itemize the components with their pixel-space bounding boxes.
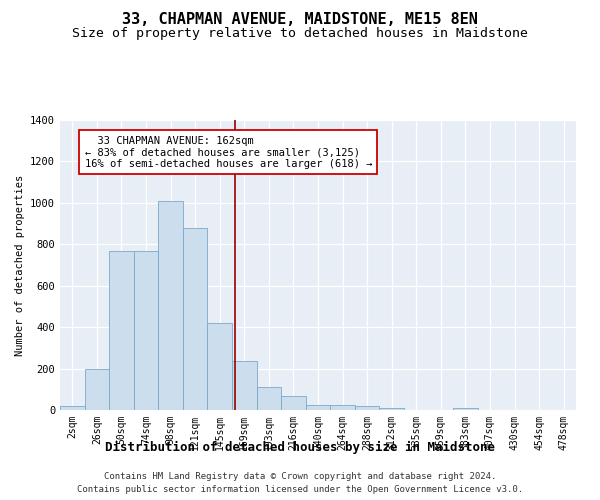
Bar [281,396,306,410]
Bar [208,323,232,410]
Bar [60,406,85,410]
Text: Contains public sector information licensed under the Open Government Licence v3: Contains public sector information licen… [77,484,523,494]
Bar [109,250,134,410]
Bar [453,408,478,410]
Bar [232,362,257,410]
Bar [306,405,330,410]
Bar [379,408,404,410]
Text: Contains HM Land Registry data © Crown copyright and database right 2024.: Contains HM Land Registry data © Crown c… [104,472,496,481]
Text: Distribution of detached houses by size in Maidstone: Distribution of detached houses by size … [105,441,495,454]
Bar [85,368,109,410]
Bar [330,405,355,410]
Text: 33 CHAPMAN AVENUE: 162sqm  
← 83% of detached houses are smaller (3,125)
16% of : 33 CHAPMAN AVENUE: 162sqm ← 83% of detac… [85,136,372,168]
Bar [134,250,158,410]
Bar [158,201,183,410]
Bar [183,228,208,410]
Bar [355,406,379,410]
Bar [257,387,281,410]
Text: 33, CHAPMAN AVENUE, MAIDSTONE, ME15 8EN: 33, CHAPMAN AVENUE, MAIDSTONE, ME15 8EN [122,12,478,28]
Text: Size of property relative to detached houses in Maidstone: Size of property relative to detached ho… [72,28,528,40]
Y-axis label: Number of detached properties: Number of detached properties [14,174,25,356]
